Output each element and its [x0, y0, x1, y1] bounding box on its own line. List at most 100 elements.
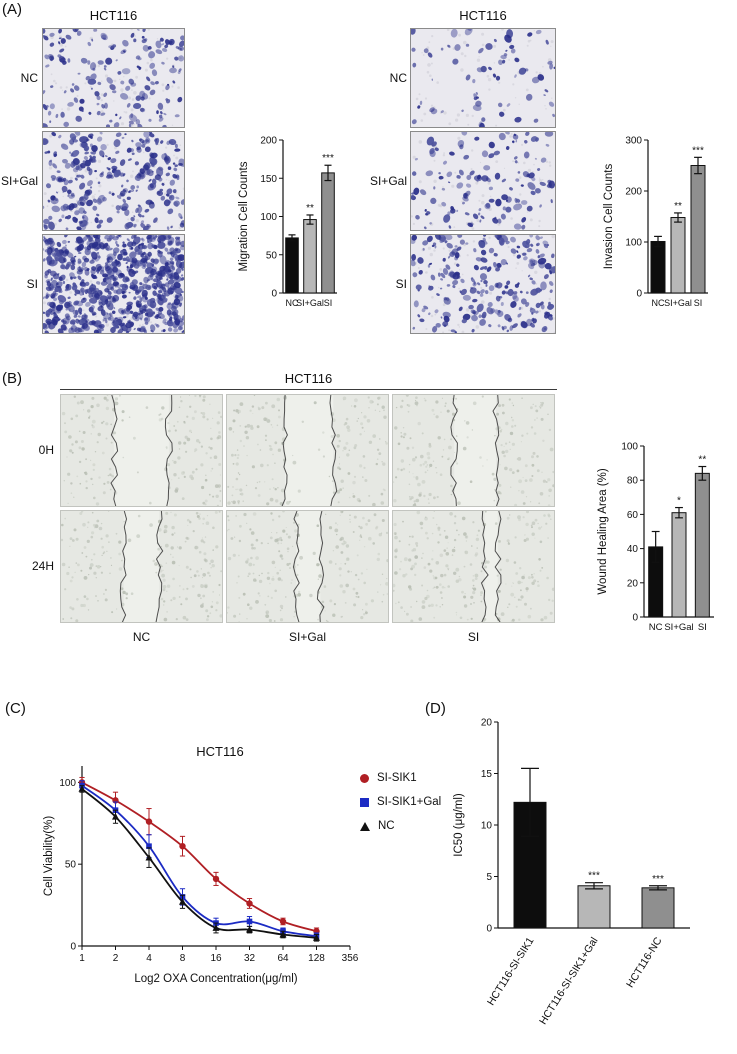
- wound-col-label-nc: NC: [132, 630, 151, 644]
- svg-text:NC: NC: [652, 298, 665, 308]
- wound-24h-nc: [60, 510, 223, 623]
- svg-text:5: 5: [486, 872, 492, 883]
- wound-0h-si: [392, 394, 555, 507]
- svg-text:***: ***: [322, 153, 334, 164]
- wound-micrographs: [60, 394, 557, 623]
- micrograph-invasion-si: [410, 234, 556, 334]
- svg-text:NC: NC: [649, 622, 663, 633]
- wound-row-label-0h: 0H: [38, 443, 54, 457]
- svg-text:16: 16: [210, 953, 222, 964]
- svg-text:0: 0: [70, 942, 76, 953]
- svg-text:10: 10: [481, 821, 493, 832]
- svg-text:0: 0: [486, 924, 492, 935]
- svg-text:SI+Gal: SI+Gal: [296, 298, 324, 308]
- panel-b-label: (B): [2, 370, 22, 387]
- invasion-row-label-si: SI: [395, 277, 407, 291]
- svg-text:100: 100: [260, 212, 277, 223]
- wound-0h-si-gal: [226, 394, 389, 507]
- viability-title: HCT116: [196, 744, 244, 759]
- svg-text:0: 0: [632, 613, 638, 624]
- svg-text:50: 50: [266, 250, 278, 261]
- wound-title: HCT116: [284, 371, 333, 386]
- svg-text:64: 64: [277, 953, 289, 964]
- svg-text:SI: SI: [698, 622, 707, 633]
- svg-text:32: 32: [244, 953, 256, 964]
- migration-micrographs: [42, 28, 185, 337]
- svg-text:***: ***: [652, 874, 664, 885]
- svg-text:IC50 (μg/ml): IC50 (μg/ml): [453, 793, 465, 857]
- wound-0h-nc: [60, 394, 223, 507]
- square-marker-icon: [360, 797, 369, 807]
- svg-text:HCT116-SI-SIK1+Gal: HCT116-SI-SIK1+Gal: [537, 935, 600, 1027]
- wound-col-label-si: SI: [467, 630, 480, 644]
- svg-text:0: 0: [636, 289, 642, 300]
- legend-label-si-sik1: SI-SIK1: [377, 772, 417, 784]
- svg-text:2: 2: [113, 953, 119, 964]
- migration-title: HCT116: [89, 8, 138, 23]
- viability-legend: SI-SIK1 SI-SIK1+Gal NC: [360, 772, 441, 832]
- micrograph-invasion-si-gal: [410, 131, 556, 231]
- svg-text:50: 50: [65, 860, 77, 871]
- wound-bar-chart: 0 20 40 60 80 100 Wound Healing Area (%) NC * SI+…: [596, 420, 720, 635]
- migration-row-label-nc: NC: [20, 71, 38, 85]
- svg-text:Migration Cell Counts: Migration Cell Counts: [238, 161, 250, 271]
- svg-text:**: **: [698, 455, 706, 466]
- svg-text:356: 356: [342, 953, 359, 964]
- svg-text:**: **: [674, 201, 682, 212]
- wound-col-label-si-gal: SI+Gal: [288, 630, 327, 644]
- legend-item-si-sik1: SI-SIK1: [360, 772, 441, 784]
- svg-text:SI+Gal: SI+Gal: [664, 622, 693, 633]
- svg-text:Log2 OXA Concentration(μg/ml): Log2 OXA Concentration(μg/ml): [134, 973, 297, 985]
- svg-text:*: *: [677, 496, 681, 507]
- svg-text:1: 1: [79, 953, 85, 964]
- svg-text:HCT116-SI-SIK1: HCT116-SI-SIK1: [485, 935, 537, 1008]
- migration-row-label-si-gal: SI+Gal: [0, 174, 38, 188]
- migration-bar-chart: 0 50 100 150 200 Migration Cell Counts NC ** SI+…: [237, 116, 341, 311]
- legend-label-si-sik1-gal: SI-SIK1+Gal: [377, 796, 442, 808]
- svg-text:128: 128: [308, 953, 325, 964]
- svg-text:200: 200: [625, 187, 642, 198]
- svg-text:Wound Healing Area (%): Wound Healing Area (%): [597, 468, 609, 595]
- invasion-bar-chart: 0 100 200 300 Invasion Cell Counts NC ** SI+Gal…: [602, 116, 714, 311]
- invasion-title: HCT116: [459, 8, 507, 23]
- wound-24h-si: [392, 510, 555, 623]
- svg-text:Cell Viability(%): Cell Viability(%): [43, 816, 55, 896]
- svg-text:4: 4: [146, 953, 152, 964]
- viability-line-chart: 1 2 4 8 16 32 64 128 356 0 50 100 Cell Viability(%) L…: [42, 752, 366, 990]
- svg-text:40: 40: [627, 544, 639, 555]
- svg-text:200: 200: [260, 136, 277, 147]
- ic50-bar-chart: 0 5 10 15 20 IC50 (μg/ml) HCT116-SI-SIK1 *** HCT…: [452, 708, 704, 1040]
- svg-text:15: 15: [481, 769, 493, 780]
- micrograph-migration-si-gal: [42, 131, 185, 231]
- wound-24h-si-gal: [226, 510, 389, 623]
- micrograph-migration-si: [42, 234, 185, 334]
- svg-text:150: 150: [260, 174, 277, 185]
- migration-row-label-si: SI: [26, 277, 38, 291]
- legend-label-nc: NC: [378, 820, 395, 832]
- micrograph-invasion-nc: [410, 28, 556, 128]
- svg-text:60: 60: [627, 510, 639, 521]
- svg-text:100: 100: [625, 238, 642, 249]
- wound-row-label-24h: 24H: [31, 559, 54, 573]
- svg-text:8: 8: [180, 953, 186, 964]
- panel-a-label: (A): [2, 1, 22, 18]
- panel-d-label: (D): [425, 700, 446, 717]
- invasion-row-label-si-gal: SI+Gal: [369, 174, 407, 188]
- legend-item-si-sik1-gal: SI-SIK1+Gal: [360, 796, 441, 808]
- svg-text:***: ***: [692, 145, 704, 156]
- circle-marker-icon: [360, 773, 369, 783]
- svg-text:NC: NC: [286, 298, 299, 308]
- panel-c-label: (C): [5, 700, 26, 717]
- svg-text:Invasion Cell Counts: Invasion Cell Counts: [603, 164, 615, 270]
- svg-text:20: 20: [627, 578, 639, 589]
- svg-text:**: **: [306, 203, 314, 214]
- invasion-row-label-nc: NC: [389, 71, 407, 85]
- svg-text:***: ***: [588, 871, 600, 882]
- svg-text:SI+Gal: SI+Gal: [664, 298, 692, 308]
- wound-title-underline: [60, 389, 557, 390]
- legend-item-nc: NC: [360, 820, 441, 832]
- svg-text:300: 300: [625, 136, 642, 147]
- svg-text:100: 100: [59, 778, 76, 789]
- invasion-micrographs: [410, 28, 556, 337]
